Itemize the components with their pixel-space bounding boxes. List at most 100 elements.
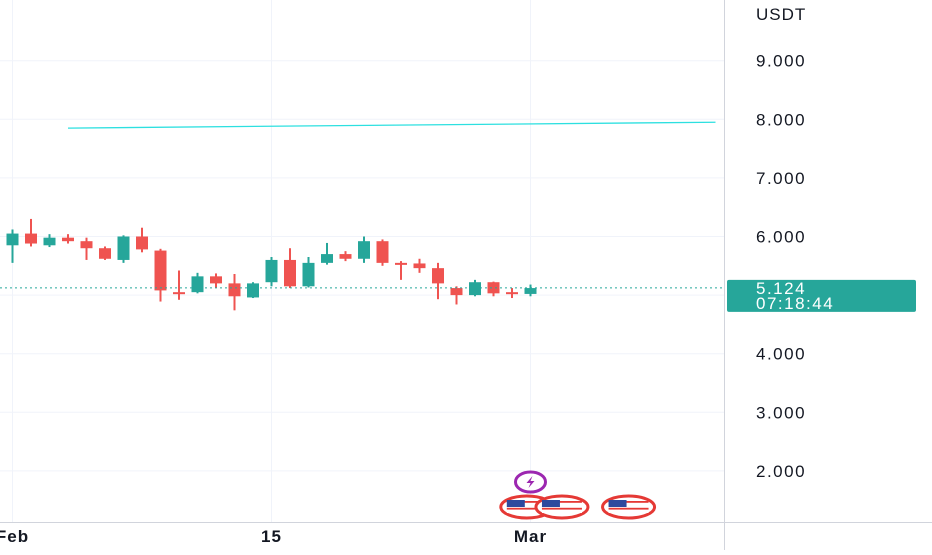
- candle-down: [210, 273, 222, 288]
- time-tick-label: Feb: [0, 527, 29, 546]
- flag-stripe: [541, 501, 582, 503]
- candle-body: [524, 288, 537, 294]
- candle-body: [395, 262, 407, 265]
- candle-down: [62, 234, 74, 244]
- price-tick-label: 9.000: [756, 52, 806, 71]
- flag-canton: [541, 500, 560, 507]
- flag-stripe: [608, 501, 649, 503]
- price-tick-label: 8.000: [756, 110, 806, 129]
- flag-stripe: [608, 504, 649, 507]
- lightning-event-icon[interactable]: [514, 470, 547, 494]
- candle-body: [154, 250, 167, 291]
- candle-body: [173, 292, 185, 295]
- candle-body: [469, 282, 481, 296]
- flag-stripe: [506, 504, 547, 507]
- candle-down: [136, 227, 148, 253]
- candle-body: [321, 254, 333, 263]
- flag-stripe: [506, 511, 547, 513]
- price-tick-label: 3.000: [756, 403, 806, 422]
- candle-up: [247, 282, 259, 299]
- candle-down: [506, 288, 518, 299]
- time-tick-label: Mar: [514, 527, 547, 546]
- bar-countdown: 07:18:44: [756, 294, 834, 313]
- time-axis[interactable]: Feb 15 Mar: [0, 527, 547, 546]
- candle-up: [43, 234, 56, 248]
- candle-down: [487, 281, 500, 297]
- candle-body: [117, 236, 130, 260]
- time-tick-label: 15: [261, 527, 282, 546]
- candle-body: [99, 248, 111, 259]
- candle-body: [247, 283, 259, 298]
- candle-body: [450, 288, 463, 296]
- us-flag-event-icon[interactable]: [601, 494, 657, 520]
- candle-body: [191, 276, 204, 293]
- candle-down: [99, 246, 111, 260]
- candle-down: [284, 248, 296, 289]
- candle-up: [524, 284, 537, 297]
- candle-up: [191, 272, 204, 294]
- candle-body: [302, 262, 315, 287]
- last-price-tag: 5.124 07:18:44: [727, 279, 916, 313]
- flag-stripe: [506, 507, 547, 510]
- last-price-value: 5.124: [756, 279, 806, 298]
- candle-down: [228, 274, 241, 311]
- candle-down: [154, 248, 167, 302]
- grid: [0, 0, 724, 522]
- candle-body: [6, 233, 19, 246]
- price-tick-label: 7.000: [756, 169, 806, 188]
- candle-down: [339, 251, 352, 262]
- candle-body: [506, 292, 518, 295]
- last-price-tag-background: [727, 279, 916, 312]
- candle-body: [25, 233, 37, 244]
- flag-stripe: [608, 511, 649, 513]
- candle-body: [62, 237, 74, 242]
- candle-body: [265, 259, 278, 283]
- flag-stripe: [506, 501, 547, 503]
- candle-body: [339, 254, 352, 259]
- candle-body: [284, 259, 296, 287]
- candle-down: [25, 218, 37, 247]
- candles: [6, 218, 537, 311]
- flag-canton: [608, 500, 627, 507]
- trend-line[interactable]: [67, 121, 716, 129]
- candle-body: [210, 276, 222, 284]
- flag-stripe: [541, 507, 582, 510]
- trend-line-layer[interactable]: [67, 121, 716, 129]
- price-tick-label: 2.000: [756, 462, 806, 481]
- candle-down: [376, 239, 389, 266]
- price-tick-label: 6.000: [756, 228, 806, 247]
- flag-canton: [506, 500, 525, 507]
- candle-body: [43, 237, 56, 246]
- candle-body: [136, 236, 148, 250]
- candle-down: [395, 261, 407, 280]
- candle-body: [413, 263, 426, 269]
- events[interactable]: [499, 470, 657, 520]
- candle-body: [432, 268, 444, 284]
- candle-up: [6, 229, 19, 263]
- candle-up: [265, 257, 278, 287]
- candle-up: [358, 236, 370, 263]
- candle-body: [487, 282, 500, 294]
- lightning-bolt: [526, 476, 535, 488]
- candle-down: [450, 286, 463, 305]
- us-flag-event-icon[interactable]: [534, 494, 590, 520]
- candle-up: [321, 242, 333, 265]
- candle-down: [80, 237, 93, 260]
- candle-body: [228, 283, 241, 297]
- candle-up: [302, 257, 315, 288]
- candle-up: [117, 235, 130, 263]
- candle-body: [376, 241, 389, 263]
- currency-label: USDT: [756, 5, 806, 24]
- flag-stripe: [541, 511, 582, 513]
- candle-down: [173, 270, 185, 300]
- candle-body: [358, 241, 370, 259]
- flag-stripe: [608, 507, 649, 510]
- price-tick-label: 4.000: [756, 345, 806, 364]
- candle-down: [413, 258, 426, 273]
- candle-down: [432, 262, 444, 300]
- flag-stripe: [541, 504, 582, 507]
